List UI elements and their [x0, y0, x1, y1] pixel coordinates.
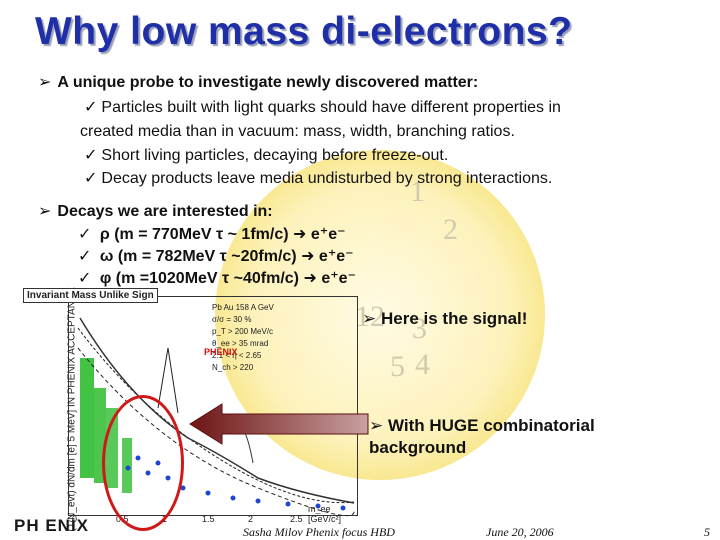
arrow-bullet-icon: ➢ [38, 74, 52, 91]
legend-line: N_ch > 220 [212, 363, 254, 372]
sub-bullet-text: Particles built with light quarks should… [101, 99, 561, 116]
data-point [255, 498, 261, 504]
bullet-decays: ➢ Decays we are interested in: [38, 201, 273, 221]
bullet-text: Decays we are interested in: [57, 203, 273, 220]
callout-text: With HUGE combinatorial [387, 416, 595, 435]
sub-bullet: ✓ Particles built with light quarks shoul… [84, 98, 561, 118]
clock-number: 2 [443, 213, 458, 246]
checkmark-icon: ✓ [78, 248, 92, 265]
plot-phenix-label: PHENIX [204, 347, 238, 357]
callout-line: ➢ With HUGE combinatorial [369, 415, 595, 437]
clock-number: 4 [415, 348, 430, 381]
decay-products: e⁺e⁻ [310, 226, 346, 243]
x-tick-label: 0 [72, 514, 78, 524]
particle-symbol: ω [99, 248, 114, 265]
legend-line: Pb Au 158 A GeV [212, 303, 274, 312]
page-number: 5 [704, 525, 710, 539]
decay-params: (m = 782MeV τ ~20fm/c) [117, 248, 297, 265]
checkmark-icon: ✓ [78, 270, 92, 287]
legend-line: p_T > 200 MeV/c [212, 327, 273, 336]
x-tick-label: 1.5 [202, 514, 215, 524]
sub-bullet-text: Decay products leave media undisturbed b… [101, 170, 553, 187]
x-tick-label: 2.5 [290, 514, 303, 524]
checkmark-icon: ✓ [84, 99, 98, 116]
plot-curve [227, 422, 254, 464]
checkmark-icon: ✓ [84, 147, 98, 164]
decay-arrow-icon: ➜ [303, 270, 317, 287]
decay-rho: ✓ ρ (m = 770MeV τ ~ 1fm/c) ➜ e⁺e⁻ [78, 224, 346, 244]
legend-line: θ_ee > 35 mrad [212, 339, 269, 348]
sub-bullet-text: Short living particles, decaying before … [101, 147, 449, 164]
plot-curve [77, 347, 355, 517]
data-point [340, 505, 346, 511]
checkmark-icon: ✓ [78, 226, 92, 243]
decay-omega: ✓ ω (m = 782MeV τ ~20fm/c) ➜ e⁺e⁻ [78, 246, 354, 266]
background-callout: ➢ With HUGE combinatorial background [369, 415, 595, 459]
signal-band [80, 358, 94, 478]
decay-params: (m =1020MeV τ ~40fm/c) [115, 270, 299, 287]
legend-line: 2.1 < η < 2.65 [212, 351, 262, 360]
checkmark-icon: ✓ [84, 170, 98, 187]
decay-arrow-icon: ➜ [293, 226, 307, 243]
legend-line: σ/σ = 30 % [212, 315, 252, 324]
phenix-logo: PH ENIX [14, 516, 90, 535]
arrow-bullet-icon: ➢ [362, 309, 377, 328]
plot-curve [157, 347, 179, 414]
data-point [285, 501, 291, 507]
clock-number: 12 [355, 300, 385, 333]
footer-author: Sasha Milov Phenix focus HBD [243, 525, 395, 539]
footer-date: June 20, 2006 [486, 525, 554, 539]
x-tick-label: 2 [248, 514, 254, 524]
plot-legend: Pb Au 158 A GeV σ/σ = 30 % p_T > 200 MeV… [212, 302, 274, 374]
plot-curve [79, 317, 355, 504]
sub-bullet: ✓ Short living particles, decaying before… [84, 146, 448, 166]
particle-symbol: φ [99, 270, 112, 287]
plot-curves [77, 317, 355, 517]
plot-box-title: Invariant Mass Unlike Sign [23, 288, 158, 303]
signal-callout: ➢ Here is the signal! [362, 309, 527, 329]
arrow-bullet-icon: ➢ [38, 203, 52, 220]
highlight-ellipse [102, 395, 184, 531]
clock-number: 5 [390, 350, 405, 383]
decay-phi: ✓ φ (m =1020MeV τ ~40fm/c) ➜ e⁺e⁻ [78, 268, 356, 288]
clock-number: 1 [410, 175, 425, 208]
plot-curve [77, 327, 355, 504]
callout-text: Here is the signal! [380, 309, 528, 328]
data-point [230, 495, 236, 501]
clock-number: 3 [412, 312, 427, 345]
arrow-bullet-icon: ➢ [369, 416, 384, 435]
invariant-mass-plot: (1/N_evt) dN/dm [e] 5 MeV] IN PHENIX ACC… [18, 287, 358, 532]
sub-bullet-continued: created media than in vacuum: mass, widt… [80, 123, 515, 140]
bullet-text: A unique probe to investigate newly disc… [57, 74, 479, 91]
slide-title: Why low mass di-electrons? [35, 10, 573, 53]
particle-symbol: ρ [99, 226, 110, 243]
decay-products: e⁺e⁻ [321, 270, 356, 287]
decay-products: e⁺e⁻ [318, 248, 354, 265]
decay-arrow-icon: ➜ [301, 248, 315, 265]
data-point [180, 485, 186, 491]
data-point [205, 490, 211, 496]
bullet-unique-probe: ➢ A unique probe to investigate newly dis… [38, 72, 478, 92]
decay-params: (m = 770MeV τ ~ 1fm/c) [114, 226, 289, 243]
x-axis-label: m_ee [GeV/c²] [308, 504, 342, 524]
data-point [315, 503, 321, 509]
sub-bullet: ✓ Decay products leave media undisturbed … [84, 169, 552, 189]
callout-line: background [369, 438, 467, 457]
